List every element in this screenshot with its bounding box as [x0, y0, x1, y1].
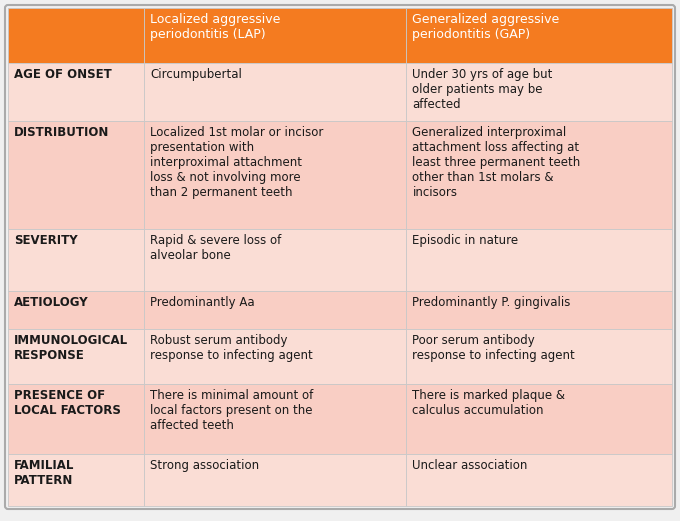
Bar — [8, 63, 144, 121]
Bar — [407, 229, 672, 291]
Bar — [8, 291, 144, 329]
Bar — [407, 63, 672, 121]
Bar — [407, 8, 672, 63]
Text: Episodic in nature: Episodic in nature — [412, 234, 519, 247]
Bar — [144, 8, 407, 63]
Text: PRESENCE OF
LOCAL FACTORS: PRESENCE OF LOCAL FACTORS — [14, 389, 121, 417]
Text: Circumpubertal: Circumpubertal — [150, 68, 242, 81]
Bar — [144, 329, 407, 384]
Text: Generalized aggressive
periodontitis (GAP): Generalized aggressive periodontitis (GA… — [412, 13, 560, 41]
Text: FAMILIAL
PATTERN: FAMILIAL PATTERN — [14, 459, 74, 487]
Text: Predominantly Aa: Predominantly Aa — [150, 296, 255, 309]
Bar — [8, 8, 144, 63]
Bar — [8, 454, 144, 506]
Text: There is marked plaque &
calculus accumulation: There is marked plaque & calculus accumu… — [412, 389, 565, 417]
Text: Robust serum antibody
response to infecting agent: Robust serum antibody response to infect… — [150, 334, 313, 362]
Text: Unclear association: Unclear association — [412, 459, 528, 472]
Bar — [144, 291, 407, 329]
Text: Predominantly P. gingivalis: Predominantly P. gingivalis — [412, 296, 571, 309]
Text: Localized aggressive
periodontitis (LAP): Localized aggressive periodontitis (LAP) — [150, 13, 280, 41]
Bar — [144, 229, 407, 291]
Text: Generalized interproximal
attachment loss affecting at
least three permanent tee: Generalized interproximal attachment los… — [412, 126, 581, 199]
Bar — [407, 329, 672, 384]
Bar — [8, 121, 144, 229]
Text: IMMUNOLOGICAL
RESPONSE: IMMUNOLOGICAL RESPONSE — [14, 334, 128, 362]
Text: Poor serum antibody
response to infecting agent: Poor serum antibody response to infectin… — [412, 334, 575, 362]
Bar — [407, 454, 672, 506]
Bar — [144, 454, 407, 506]
Text: Strong association: Strong association — [150, 459, 259, 472]
Text: There is minimal amount of
local factors present on the
affected teeth: There is minimal amount of local factors… — [150, 389, 313, 432]
Bar — [8, 384, 144, 454]
Bar — [144, 384, 407, 454]
Text: Under 30 yrs of age but
older patients may be
affected: Under 30 yrs of age but older patients m… — [412, 68, 553, 111]
Bar — [407, 384, 672, 454]
Bar — [8, 329, 144, 384]
Bar — [144, 63, 407, 121]
Text: Localized 1st molar or incisor
presentation with
interproximal attachment
loss &: Localized 1st molar or incisor presentat… — [150, 126, 324, 199]
Bar — [407, 121, 672, 229]
Text: SEVERITY: SEVERITY — [14, 234, 78, 247]
Bar — [8, 229, 144, 291]
Text: AETIOLOGY: AETIOLOGY — [14, 296, 88, 309]
Bar — [144, 121, 407, 229]
Text: Rapid & severe loss of
alveolar bone: Rapid & severe loss of alveolar bone — [150, 234, 282, 262]
Bar — [407, 291, 672, 329]
Text: DISTRIBUTION: DISTRIBUTION — [14, 126, 109, 139]
Text: AGE OF ONSET: AGE OF ONSET — [14, 68, 112, 81]
